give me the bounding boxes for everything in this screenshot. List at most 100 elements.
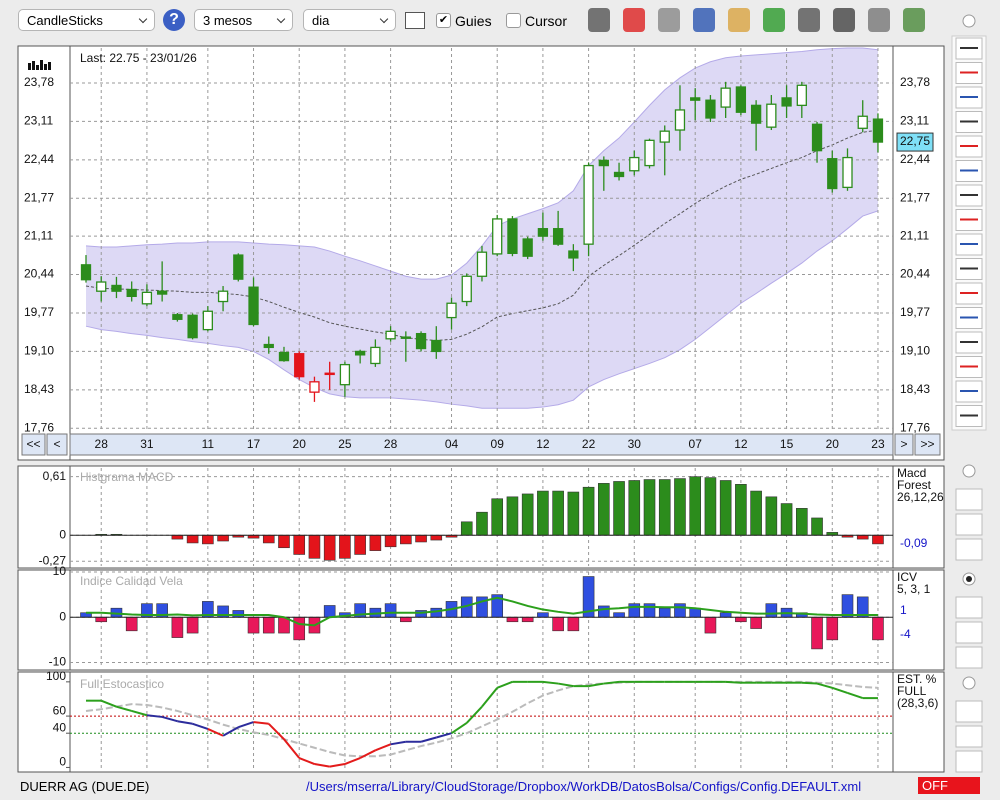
candle-body xyxy=(522,238,533,257)
candle-body xyxy=(781,97,792,107)
panel-tool[interactable] xyxy=(955,513,983,536)
toolbar-icon[interactable] xyxy=(693,8,715,32)
candle-body xyxy=(583,164,594,245)
y-tick-label: 22,44 xyxy=(900,152,930,166)
candle-body xyxy=(111,284,122,292)
cursor-checkbox[interactable] xyxy=(506,13,521,28)
bar xyxy=(598,605,610,618)
toolbar-icon[interactable] xyxy=(798,8,820,32)
candle-body xyxy=(126,288,137,298)
candle-body xyxy=(811,123,823,152)
panel-tool[interactable] xyxy=(955,621,983,644)
candle-body xyxy=(842,156,853,189)
k-line-segment xyxy=(420,736,437,743)
nav-button-label[interactable]: < xyxy=(53,437,60,451)
panel-tool[interactable] xyxy=(955,488,983,511)
candle-body xyxy=(278,351,290,362)
k-line-segment xyxy=(100,699,117,708)
x-tick-label: 23 xyxy=(871,437,885,451)
candle-body xyxy=(552,228,564,245)
x-tick-label: 28 xyxy=(95,437,109,451)
panel-tool[interactable] xyxy=(955,646,983,669)
y-tick-label: 0 xyxy=(59,755,66,769)
bar xyxy=(796,508,808,536)
candle-body xyxy=(796,84,807,107)
bar xyxy=(872,534,884,545)
y-tick-label: 18,43 xyxy=(24,382,54,396)
chart-icon xyxy=(32,61,35,70)
bar xyxy=(506,496,519,536)
nav-button[interactable] xyxy=(46,433,68,456)
bar xyxy=(384,534,397,548)
bar xyxy=(400,616,412,623)
y-tick-label: 21,11 xyxy=(24,228,53,242)
k-line-segment xyxy=(450,722,468,735)
panel-tool[interactable] xyxy=(955,596,983,619)
y-tick-label: 19,10 xyxy=(900,344,930,358)
bar xyxy=(552,616,564,632)
bar xyxy=(765,603,778,618)
nav-button[interactable] xyxy=(21,433,46,456)
nav-button[interactable] xyxy=(894,433,914,456)
side-label: -4 xyxy=(900,627,911,641)
help-button[interactable]: ? xyxy=(163,9,185,31)
bar xyxy=(643,603,656,618)
bar xyxy=(186,616,199,634)
nav-button-label[interactable]: >> xyxy=(920,437,934,451)
chart-icon[interactable] xyxy=(405,12,425,29)
toolbar-icon[interactable] xyxy=(728,8,750,32)
toolbar-icon[interactable] xyxy=(868,8,890,32)
toolbar-icon[interactable] xyxy=(623,8,645,32)
panel-tool[interactable] xyxy=(955,700,983,723)
guides-checkbox[interactable]: ✔ xyxy=(436,13,451,28)
panel-title: Indice Calidad Vela xyxy=(80,574,183,588)
candle-body xyxy=(537,228,549,237)
toolbar-icon[interactable] xyxy=(833,8,855,32)
bar xyxy=(202,534,214,545)
panel-tool[interactable] xyxy=(955,538,983,561)
chart-icon xyxy=(28,63,31,70)
candle-body xyxy=(644,139,655,167)
x-tick-label: 04 xyxy=(445,437,459,451)
y-tick-label: 23,11 xyxy=(24,114,53,128)
candle-body xyxy=(354,350,366,356)
toolbar-icon[interactable] xyxy=(763,8,785,32)
status[interactable]: OFF xyxy=(918,777,980,794)
panel-tool[interactable] xyxy=(955,725,983,748)
candle-body xyxy=(659,130,670,143)
k-line-segment xyxy=(496,680,513,689)
toolbar-icon[interactable] xyxy=(658,8,680,32)
legend-text: 26,12,26 xyxy=(897,490,944,504)
x-tick-label: 11 xyxy=(202,437,215,451)
candle-body xyxy=(629,156,640,172)
candle-body xyxy=(598,159,609,167)
candle-body xyxy=(690,97,701,101)
k-line-segment xyxy=(375,743,391,752)
interval-select[interactable]: dia xyxy=(303,9,396,31)
k-line-segment xyxy=(588,682,604,688)
bar xyxy=(811,517,823,536)
bar xyxy=(811,616,823,650)
panel-radio[interactable] xyxy=(962,464,976,478)
period-select[interactable]: 3 mesos xyxy=(194,9,293,31)
nav-button-label[interactable]: << xyxy=(26,437,40,451)
x-tick-label: 20 xyxy=(826,437,840,451)
panel-radio[interactable] xyxy=(962,14,976,28)
bar xyxy=(460,521,473,536)
panel-tool[interactable] xyxy=(955,750,983,773)
y-tick-label: 19,10 xyxy=(24,344,54,358)
y-tick-label: 10 xyxy=(53,564,67,578)
last-price-label: 22,75 xyxy=(900,134,930,148)
candle-body xyxy=(750,104,762,124)
nav-button-label[interactable]: > xyxy=(900,437,907,451)
toolbar-icon[interactable] xyxy=(588,8,610,32)
bar xyxy=(598,483,610,536)
candle-body xyxy=(431,339,442,353)
bar xyxy=(262,616,275,634)
panel-radio[interactable] xyxy=(962,676,976,690)
chart-type-select[interactable]: CandleSticks xyxy=(18,9,155,31)
toolbar-icon[interactable] xyxy=(903,8,925,32)
nav-button[interactable] xyxy=(914,433,941,456)
candle-body xyxy=(476,251,488,277)
